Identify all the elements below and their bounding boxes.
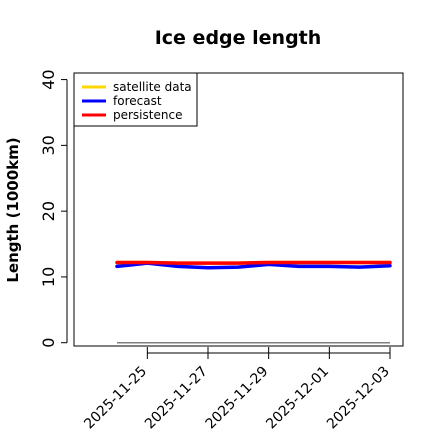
y-axis: 0 10 20 30 40 <box>39 69 68 348</box>
chart-title: Ice edge length <box>155 27 322 49</box>
series-line-persistence <box>115 260 392 265</box>
legend-label: satellite data <box>113 80 192 94</box>
x-tick-label: 2025-12-03 <box>324 364 393 433</box>
x-tick-label: 2025-11-27 <box>142 364 211 433</box>
series-line-forecast <box>115 261 392 270</box>
legend-label: persistence <box>113 108 182 122</box>
x-tick-label: 2025-11-29 <box>203 364 272 433</box>
legend-label: forecast <box>113 94 162 108</box>
x-tick-label: 2025-12-01 <box>263 364 332 433</box>
y-tick-label: 40 <box>39 69 58 89</box>
plot-lines <box>115 260 392 344</box>
y-tick-label: 30 <box>39 135 58 155</box>
x-tick-label: 2025-11-25 <box>81 364 150 433</box>
plot-frame <box>73 72 404 347</box>
y-tick-label: 10 <box>39 267 58 287</box>
y-tick-label: 20 <box>39 201 58 221</box>
x-axis: 2025-11-252025-11-272025-11-292025-12-01… <box>81 347 393 432</box>
y-tick-label: 0 <box>39 338 58 348</box>
y-axis-label: Length (1000km) <box>4 137 22 282</box>
